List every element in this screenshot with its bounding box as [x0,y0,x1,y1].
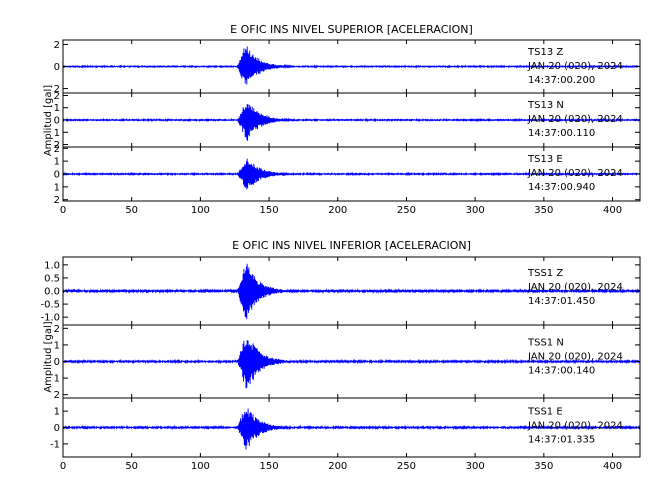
station-label: TS13 Z [527,47,563,58]
x-tick-label: 350 [534,205,553,216]
date-label: JAN 20 (020), 2024 [527,351,623,362]
x-tick-label: 400 [603,205,622,216]
y-tick-label: 2 [54,390,60,401]
x-tick-label: 200 [328,461,347,472]
y-tick-label: 0 [54,357,60,368]
date-label: JAN 20 (020), 2024 [527,282,623,293]
y-tick-label: 1 [54,407,60,418]
y-tick-label: 1 [54,374,60,385]
y-tick-label: 1.0 [44,260,60,271]
x-tick-label: 100 [191,461,210,472]
station-label: TS13 E [527,154,563,165]
y-tick-label: 2 [54,91,60,102]
x-tick-label: 50 [125,205,138,216]
x-tick-label: 100 [191,205,210,216]
x-tick-label: 200 [328,205,347,216]
y-tick-label: 1 [54,340,60,351]
time-label: 14:37:01.450 [528,296,595,307]
y-tick-label: 1 [54,103,60,114]
x-tick-label: 350 [534,461,553,472]
y-tick-label: 1 [54,182,60,193]
trace-panel-tss1-z: -1.0 -0.5 0.0 0.5 1.0 TSS1 Z JAN 20 (020), 202… [40,256,641,326]
station-label: TSS1 N [527,337,564,348]
trace-panel-tss1-e: -1 0 1 TSS1 E JAN 20 (020), 2024 14:37:01.335 [50,397,641,458]
x-tick-label: 300 [466,205,485,216]
waveform-line [62,408,641,450]
y-tick-label: 2 [54,140,60,151]
x-tick-label: 250 [397,461,416,472]
waveform-line [62,263,641,320]
waveform-line [62,46,641,85]
y-tick-label: 2 [54,84,60,95]
date-label: JAN 20 (020), 2024 [527,114,623,125]
trace-panel-tss1-n: 2 1 0 1 2 TSS1 N JAN 20 (020), 2024 14:37:00.14… [54,324,641,401]
station-label: TS13 N [527,100,564,111]
y-tick-label: 2 [54,144,60,155]
y-tick-label: 2 [54,324,60,335]
chart-title: E OFIC INS NIVEL SUPERIOR [ACELERACION] [230,23,473,36]
y-axis-label: Amplitud [gal] [43,321,54,392]
y-tick-label: 2 [54,40,60,51]
time-label: 14:37:00.140 [528,365,595,376]
time-label: 14:37:00.200 [528,75,595,86]
y-tick-label: 1 [54,157,60,168]
y-tick-label: 0 [54,62,60,73]
trace-panel-ts13-z: 2 0 2 TS13 Z JAN 20 (020), 2024 14:37:00.200 [54,39,641,95]
x-tick-label: 50 [125,461,138,472]
chart-1: E OFIC INS NIVEL INFERIOR [ACELERACION] A… [40,239,641,472]
time-label: 14:37:00.110 [528,128,595,139]
x-tick-label: 400 [603,461,622,472]
y-tick-label: -1 [50,439,60,450]
x-tick-label: 150 [260,461,279,472]
date-label: JAN 20 (020), 2024 [527,421,623,432]
y-tick-label: -0.5 [40,300,60,311]
date-label: JAN 20 (020), 2024 [527,168,623,179]
y-tick-label: 1 [54,128,60,139]
date-label: JAN 20 (020), 2024 [527,61,623,72]
y-tick-label: 0 [54,116,60,127]
y-tick-label: 0.5 [44,273,60,284]
chart-title: E OFIC INS NIVEL INFERIOR [ACELERACION] [232,239,471,252]
y-axis-label: Amplitud [gal] [43,85,54,156]
x-tick-label: 0 [60,461,66,472]
waveform-line [62,104,641,141]
x-tick-label: 300 [466,461,485,472]
y-tick-label: 2 [54,195,60,206]
station-label: TSS1 Z [527,268,563,279]
x-tick-label: 0 [60,205,66,216]
waveform-line [62,340,641,389]
x-tick-label: 250 [397,205,416,216]
waveform-line [62,158,641,190]
x-tick-label: 150 [260,205,279,216]
y-tick-label: -1.0 [40,313,60,324]
y-tick-label: 0 [54,423,60,434]
time-label: 14:37:01.335 [528,435,595,446]
station-label: TSS1 E [527,407,563,418]
time-label: 14:37:00.940 [528,182,595,193]
chart-0: E OFIC INS NIVEL SUPERIOR [ACELERACION] A… [43,23,641,216]
y-tick-label: 0.0 [44,287,60,298]
y-tick-label: 0 [54,170,60,181]
